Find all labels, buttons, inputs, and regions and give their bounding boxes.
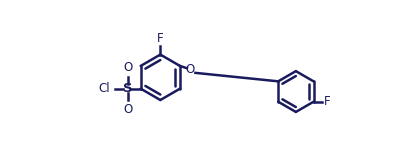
Text: S: S xyxy=(123,82,132,95)
Text: F: F xyxy=(157,32,164,45)
Text: F: F xyxy=(324,95,330,108)
Text: Cl: Cl xyxy=(98,82,110,95)
Text: O: O xyxy=(123,103,132,116)
Text: O: O xyxy=(123,61,132,74)
Text: O: O xyxy=(185,63,195,75)
